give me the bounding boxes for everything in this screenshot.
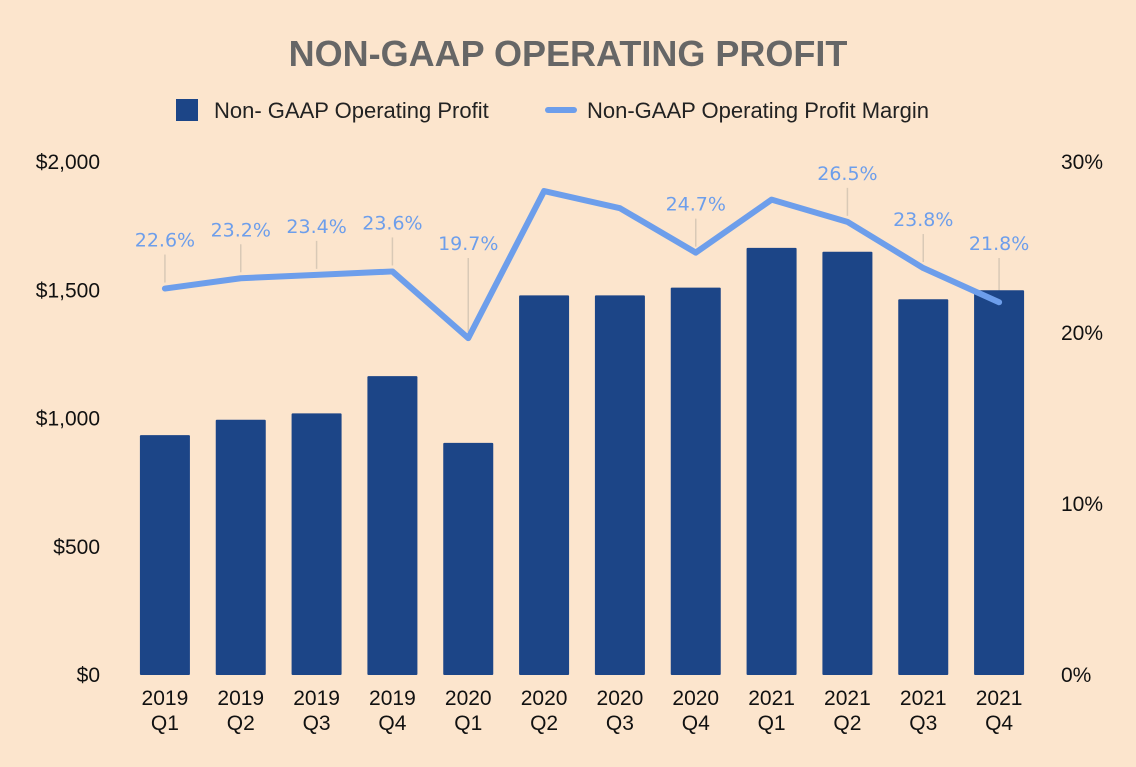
x-tick-label-quarter: Q1 <box>758 712 786 735</box>
x-tick-label-year: 2021 <box>824 687 871 710</box>
y-right-tick-label: 0% <box>1061 664 1091 687</box>
legend-bar-swatch <box>176 99 198 121</box>
margin-data-label: 23.2% <box>211 219 271 241</box>
x-tick-label-quarter: Q3 <box>909 712 937 735</box>
bar <box>670 287 721 675</box>
y-axis-right: 0% 10% 20% 30% <box>1061 151 1103 687</box>
y-axis-left: $0 $500 $1,000 $1,500 $2,000 <box>36 151 100 687</box>
x-tick-label-quarter: Q1 <box>151 712 179 735</box>
x-tick-label-year: 2020 <box>597 687 644 710</box>
bar <box>594 295 645 675</box>
x-tick-label-year: 2020 <box>521 687 568 710</box>
x-tick-label-quarter: Q4 <box>985 712 1013 735</box>
legend-bar-label: Non- GAAP Operating Profit <box>214 98 489 123</box>
line-series <box>161 188 1003 342</box>
margin-data-label: 26.5% <box>817 163 877 185</box>
x-tick-label-quarter: Q2 <box>227 712 255 735</box>
x-tick-label-quarter: Q4 <box>682 712 710 735</box>
margin-data-label: 21.8% <box>969 233 1029 255</box>
y-left-tick-label: $1,000 <box>36 408 100 431</box>
y-right-tick-label: 10% <box>1061 493 1103 516</box>
x-tick-label-year: 2020 <box>445 687 492 710</box>
margin-data-label: 23.6% <box>362 212 422 234</box>
x-tick-label-quarter: Q2 <box>530 712 558 735</box>
legend: Non- GAAP Operating Profit Non-GAAP Oper… <box>176 98 929 123</box>
legend-line-label: Non-GAAP Operating Profit Margin <box>587 98 929 123</box>
x-tick-label-year: 2019 <box>369 687 416 710</box>
x-tick-label-quarter: Q3 <box>606 712 634 735</box>
margin-data-label: 23.4% <box>286 216 346 238</box>
x-axis: 2019Q12019Q22019Q32019Q42020Q12020Q22020… <box>142 687 1023 735</box>
margin-data-label: 19.7% <box>438 233 498 255</box>
bar <box>822 251 873 675</box>
y-right-tick-label: 20% <box>1061 322 1103 345</box>
line-data-labels: 22.6% 23.2% 23.4% 23.6% 19.7% 24.7% 26.5% 23.8%… <box>135 163 1030 255</box>
bar <box>215 419 266 675</box>
y-left-tick-label: $0 <box>77 664 100 687</box>
label-leaders <box>164 187 1000 333</box>
y-right-tick-label: 30% <box>1061 151 1103 174</box>
bar <box>443 442 494 675</box>
x-tick-label-year: 2019 <box>142 687 189 710</box>
margin-data-label: 24.7% <box>666 194 726 216</box>
bar <box>367 376 418 675</box>
bar <box>898 299 949 675</box>
bar <box>519 295 570 675</box>
x-tick-label-quarter: Q2 <box>833 712 861 735</box>
chart-title: NON-GAAP OPERATING PROFIT <box>289 33 848 74</box>
x-tick-label-year: 2021 <box>900 687 947 710</box>
margin-data-label: 23.8% <box>893 209 953 231</box>
bar <box>139 435 190 675</box>
x-tick-label-quarter: Q1 <box>454 712 482 735</box>
x-tick-label-quarter: Q3 <box>303 712 331 735</box>
x-tick-label-year: 2019 <box>217 687 264 710</box>
margin-data-label: 22.6% <box>135 230 195 252</box>
x-tick-label-year: 2019 <box>293 687 340 710</box>
bar <box>291 413 342 675</box>
x-tick-label-year: 2021 <box>748 687 795 710</box>
y-left-tick-label: $1,500 <box>36 279 100 302</box>
bar <box>746 247 797 676</box>
x-tick-label-quarter: Q4 <box>378 712 406 735</box>
bar-series <box>139 247 1025 676</box>
bar <box>974 290 1025 675</box>
x-tick-label-year: 2021 <box>976 687 1023 710</box>
x-tick-label-year: 2020 <box>672 687 719 710</box>
y-left-tick-label: $500 <box>53 536 100 559</box>
y-left-tick-label: $2,000 <box>36 151 100 174</box>
margin-line <box>161 188 1003 342</box>
